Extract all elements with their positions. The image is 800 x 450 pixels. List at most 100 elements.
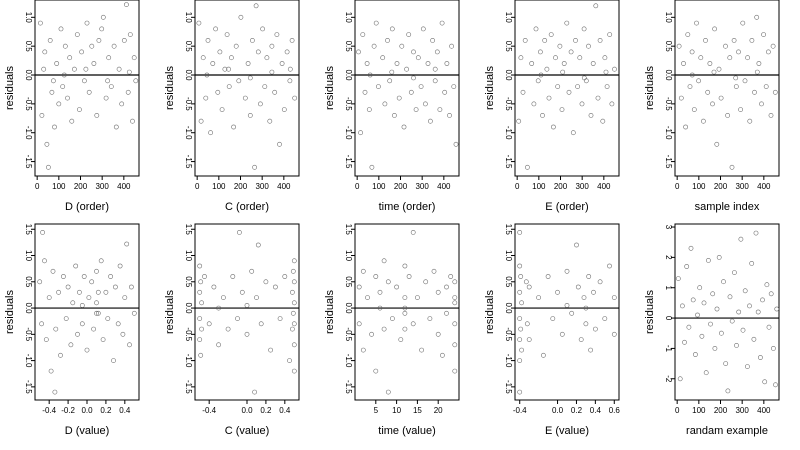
x-axis-label: C (value) (225, 425, 270, 437)
data-point (385, 389, 391, 395)
data-point (550, 316, 556, 321)
data-point (561, 61, 567, 66)
data-point (86, 89, 92, 95)
data-point (263, 279, 269, 285)
data-point (120, 331, 126, 337)
y-tick-label: -2 (664, 375, 673, 383)
data-point (244, 331, 250, 337)
data-point (689, 72, 695, 78)
data-point (402, 263, 408, 269)
x-tick-label: -0.4 (202, 406, 216, 415)
data-point (360, 268, 366, 274)
data-point (91, 326, 96, 332)
data-point (517, 337, 523, 342)
data-point (555, 289, 560, 295)
data-point (566, 89, 572, 95)
data-point (439, 20, 445, 26)
data-point (125, 89, 131, 95)
y-tick-label: 1.5 (504, 224, 513, 236)
x-tick-label: 0.0 (81, 406, 93, 415)
data-point (198, 352, 204, 358)
data-point (133, 78, 139, 84)
data-point (418, 84, 424, 89)
data-point (230, 274, 236, 279)
data-point (244, 302, 250, 308)
y-tick-label: 2 (664, 255, 673, 260)
data-point (517, 316, 523, 321)
data-point (228, 55, 234, 61)
data-point (698, 55, 704, 61)
y-tick-label: 0.0 (504, 302, 513, 314)
data-point (764, 282, 770, 288)
data-point (105, 316, 111, 321)
x-tick-label: 300 (255, 182, 269, 191)
x-tick-label: 300 (735, 182, 749, 191)
data-point (197, 337, 203, 342)
data-point (699, 333, 705, 339)
data-point (292, 95, 298, 101)
data-point (676, 43, 682, 49)
data-point (84, 20, 90, 26)
data-point (356, 321, 362, 327)
data-point (56, 101, 62, 107)
data-point (100, 14, 106, 20)
data-point (738, 107, 743, 112)
y-tick-label: -1.5 (664, 155, 673, 169)
data-point (690, 297, 696, 303)
plot-frame (194, 223, 300, 401)
data-point (77, 289, 82, 295)
data-point (575, 84, 580, 89)
data-point (716, 66, 722, 72)
x-tick-label: 5 (374, 406, 379, 415)
data-point (99, 26, 105, 32)
data-point (95, 289, 101, 295)
data-point (682, 339, 687, 345)
y-tick-label: 0.0 (184, 302, 193, 314)
x-tick-label: 0 (195, 182, 200, 191)
data-point (257, 101, 263, 107)
y-tick-label: -1.0 (24, 354, 33, 368)
data-point (213, 26, 218, 32)
data-point (453, 141, 459, 147)
data-point (252, 164, 257, 170)
data-point (517, 389, 523, 395)
y-tick-label: -1.5 (504, 155, 513, 169)
data-point (89, 279, 95, 285)
data-point (199, 300, 204, 306)
data-point (452, 342, 458, 348)
x-tick-label: 100 (212, 182, 226, 191)
data-point (236, 229, 242, 235)
y-tick-label: 1.0 (664, 12, 673, 24)
data-point (216, 342, 221, 348)
data-point (63, 316, 69, 321)
data-point (130, 118, 135, 124)
y-tick-label: 1.0 (24, 12, 33, 24)
data-point (545, 274, 551, 279)
data-point (714, 141, 720, 147)
data-point (774, 306, 780, 312)
data-point (281, 107, 287, 112)
x-tick-label: -0.4 (42, 406, 56, 415)
data-point (729, 164, 735, 170)
x-tick-label: 200 (74, 182, 88, 191)
y-tick-label: 0.5 (24, 276, 33, 288)
y-tick-label: -1.5 (344, 155, 353, 169)
data-point (83, 66, 89, 72)
x-tick-label: 0.4 (279, 406, 291, 415)
y-tick-label: -0.5 (664, 97, 673, 111)
data-point (518, 326, 524, 332)
x-tick-label: 0 (675, 406, 680, 415)
y-tick-label: -1.0 (24, 126, 33, 140)
data-point (69, 118, 75, 124)
data-point (205, 38, 211, 43)
y-tick-label: -1.0 (184, 354, 193, 368)
x-tick-label: 200 (714, 406, 728, 415)
data-point (564, 20, 570, 26)
data-point (245, 61, 251, 66)
x-tick-label: 0 (35, 182, 40, 191)
data-point (517, 289, 523, 295)
data-point (612, 66, 617, 72)
plot-frame (514, 0, 620, 177)
x-tick-label: 400 (437, 182, 451, 191)
data-point (448, 274, 454, 279)
